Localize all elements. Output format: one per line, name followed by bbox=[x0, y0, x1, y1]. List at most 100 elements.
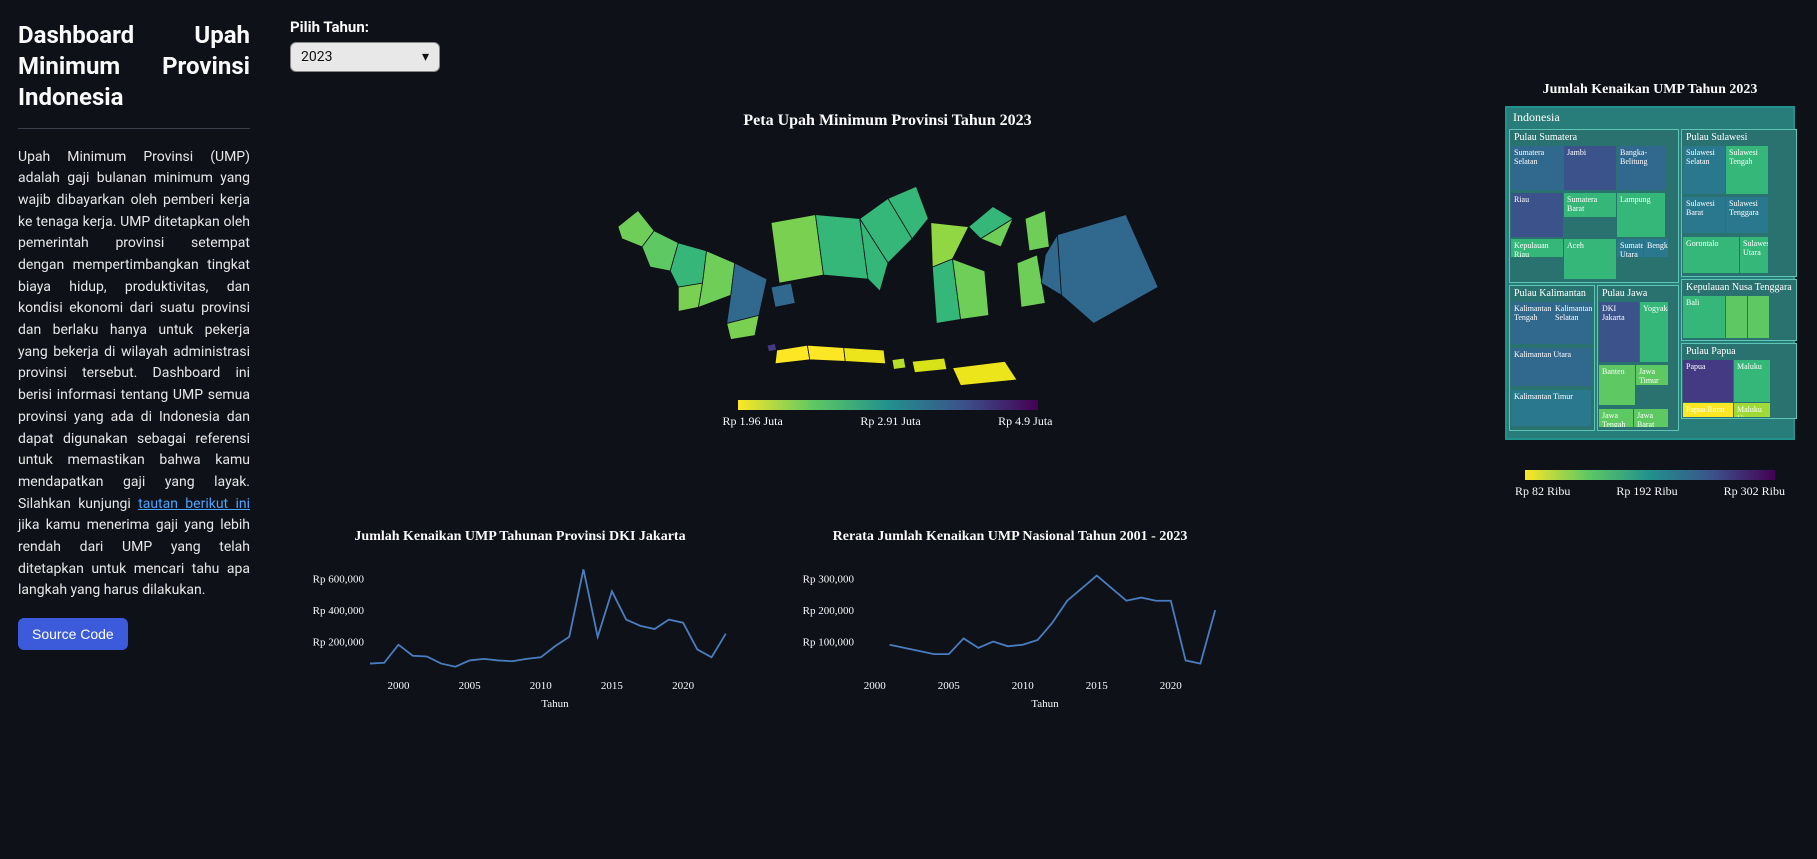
treemap-cell[interactable]: Jambi bbox=[1564, 146, 1616, 190]
y-tick-label: Rp 300,000 bbox=[803, 574, 855, 586]
treemap-group[interactable]: Pulau JawaDKI JakartaYogyakartaBantenJaw… bbox=[1597, 285, 1679, 431]
treemap-group[interactable]: Kepulauan Nusa TenggaraBali bbox=[1681, 279, 1797, 341]
treemap-group[interactable]: Pulau SulawesiSulawesi SelatanSulawesi T… bbox=[1681, 129, 1797, 277]
treemap-legend-bar bbox=[1525, 470, 1775, 480]
year-select-value: 2023 bbox=[301, 49, 332, 65]
y-tick-label: Rp 400,000 bbox=[313, 605, 365, 617]
year-select-label: Pilih Tahun: bbox=[290, 18, 1795, 36]
treemap-cell[interactable]: Jawa Tengah bbox=[1599, 409, 1633, 427]
treemap-cell[interactable]: Papua Barat bbox=[1683, 403, 1733, 417]
treemap-group-label: Kepulauan Nusa Tenggara bbox=[1682, 280, 1796, 295]
y-tick-label: Rp 100,000 bbox=[803, 637, 855, 649]
map-region-kalteng[interactable] bbox=[815, 215, 867, 280]
map-region-jateng[interactable] bbox=[807, 345, 845, 361]
treemap-cell[interactable] bbox=[1748, 296, 1769, 338]
x-tick-label: 2010 bbox=[530, 680, 553, 692]
map-legend-bar bbox=[738, 400, 1038, 410]
treemap-cell[interactable]: Maluku Utara bbox=[1734, 403, 1770, 417]
map-legend-labels: Rp 1.96 Juta Rp 2.91 Juta Rp 4.9 Juta bbox=[723, 414, 1053, 429]
line-chart-2-panel: Rerata Jumlah Kenaikan UMP Nasional Tahu… bbox=[780, 529, 1240, 718]
x-tick-label: 2005 bbox=[459, 680, 482, 692]
treemap-cell[interactable]: Sulawesi Tenggara bbox=[1726, 197, 1768, 233]
x-tick-label: 2005 bbox=[938, 680, 961, 692]
treemap-title: Jumlah Kenaikan UMP Tahun 2023 bbox=[1505, 82, 1795, 98]
map-region-ntb[interactable] bbox=[912, 358, 947, 373]
treemap-cell[interactable]: Sulawesi Barat bbox=[1683, 197, 1725, 233]
y-tick-label: Rp 200,000 bbox=[313, 637, 365, 649]
info-link[interactable]: tautan berikut ini bbox=[138, 496, 250, 512]
treemap-cell[interactable]: Sulawesi Utara bbox=[1740, 237, 1768, 273]
treemap-cell[interactable]: Riau bbox=[1511, 193, 1563, 237]
treemap-cell[interactable]: Sulawesi Tengah bbox=[1726, 146, 1768, 194]
line-chart-2-title: Rerata Jumlah Kenaikan UMP Nasional Tahu… bbox=[780, 529, 1240, 545]
treemap-cell[interactable]: DKI Jakarta bbox=[1599, 302, 1639, 362]
x-tick-label: 2010 bbox=[1012, 680, 1035, 692]
line-chart-1[interactable]: Rp 200,000 Rp 400,000 Rp 600,000 2000 2005 20… bbox=[290, 553, 750, 713]
line-series bbox=[890, 576, 1216, 664]
treemap-cell[interactable]: Kalimantan Utara bbox=[1511, 348, 1591, 386]
map-region-bali[interactable] bbox=[892, 358, 906, 369]
treemap-cell[interactable]: Sumatera Selatan bbox=[1511, 146, 1563, 190]
treemap-legend-labels: Rp 82 Ribu Rp 192 Ribu Rp 302 Ribu bbox=[1515, 484, 1785, 499]
treemap-group-label: Pulau Sumatera bbox=[1510, 130, 1678, 145]
treemap-cell[interactable]: Kalimantan Selatan bbox=[1552, 302, 1592, 344]
divider bbox=[18, 128, 250, 129]
treemap-cell[interactable]: Kalimantan Tengah bbox=[1511, 302, 1551, 344]
map-region-sulteng[interactable] bbox=[930, 223, 968, 267]
treemap-group-label: Pulau Kalimantan bbox=[1510, 286, 1594, 301]
treemap-cell[interactable]: Papua bbox=[1683, 360, 1733, 402]
description-pre: Upah Minimum Provinsi (UMP) adalah gaji … bbox=[18, 149, 250, 512]
treemap-cell[interactable]: Aceh bbox=[1564, 239, 1616, 279]
map-legend-max: Rp 4.9 Juta bbox=[998, 414, 1052, 429]
treemap-cell[interactable]: Maluku bbox=[1734, 360, 1770, 402]
treemap-group[interactable]: Pulau KalimantanKalimantan TengahKaliman… bbox=[1509, 285, 1595, 431]
treemap-cell[interactable]: Lampung bbox=[1617, 193, 1665, 237]
treemap-cell[interactable]: Sumatera Barat bbox=[1564, 193, 1616, 217]
map-region-jabar[interactable] bbox=[775, 345, 810, 364]
treemap-cell[interactable]: Gorontalo bbox=[1683, 237, 1739, 273]
treemap-group[interactable]: Pulau SumateraSumatera SelatanJambiBangk… bbox=[1509, 129, 1679, 283]
description-post: jika kamu menerima gaji yang lebih renda… bbox=[18, 517, 250, 598]
year-select[interactable]: 2023 ▾ bbox=[290, 42, 440, 72]
treemap-group[interactable]: Pulau PapuaPapuaMalukuPapua BaratMaluku … bbox=[1681, 343, 1797, 419]
treemap-cell[interactable]: Yogyakarta bbox=[1640, 302, 1668, 362]
treemap-cell[interactable]: Bali bbox=[1683, 296, 1725, 338]
treemap-cell[interactable]: Jawa Barat bbox=[1634, 409, 1668, 427]
map-region-ntt[interactable] bbox=[952, 361, 1017, 385]
line-series bbox=[370, 569, 726, 666]
x-tick-label: 2015 bbox=[1086, 680, 1109, 692]
treemap-cell[interactable]: Kepulauan Riau bbox=[1511, 239, 1563, 257]
main-content: Pilih Tahun: 2023 ▾ Peta Upah Minimum Pr… bbox=[268, 0, 1817, 859]
map-region-papua[interactable] bbox=[1057, 215, 1158, 324]
x-axis-label: Tahun bbox=[1031, 698, 1059, 710]
line-chart-2[interactable]: Rp 100,000Rp 200,000Rp 300,0002000200520… bbox=[780, 553, 1240, 713]
x-tick-label: 2000 bbox=[387, 680, 410, 692]
y-tick-label: Rp 600,000 bbox=[313, 574, 365, 586]
treemap-cell[interactable]: Bengkulu bbox=[1644, 239, 1668, 257]
treemap-root-label: Indonesia bbox=[1507, 108, 1793, 127]
treemap-cell[interactable]: Bangka-Belitung bbox=[1617, 146, 1665, 190]
map-region-kalbar[interactable] bbox=[771, 215, 823, 284]
map-region-jakarta[interactable] bbox=[767, 344, 777, 352]
chevron-down-icon: ▾ bbox=[422, 49, 429, 65]
treemap-cell[interactable]: Sumatera Utara bbox=[1617, 239, 1643, 257]
x-tick-label: 2020 bbox=[672, 680, 695, 692]
map-region-maluku[interactable] bbox=[1017, 255, 1045, 307]
source-code-button[interactable]: Source Code bbox=[18, 618, 128, 650]
line-chart-1-title: Jumlah Kenaikan UMP Tahunan Provinsi DKI… bbox=[290, 529, 750, 545]
treemap-cell[interactable]: Banten bbox=[1599, 365, 1635, 405]
x-axis-label: Tahun bbox=[541, 698, 569, 710]
choropleth-map[interactable] bbox=[568, 142, 1208, 392]
map-legend-min: Rp 1.96 Juta bbox=[723, 414, 783, 429]
treemap-cell[interactable]: Kalimantan Timur bbox=[1511, 390, 1591, 426]
map-region-jatim[interactable] bbox=[843, 348, 885, 364]
treemap-cell[interactable]: Jawa Timur bbox=[1636, 365, 1668, 385]
treemap[interactable]: Indonesia Pulau SumateraSumatera Selatan… bbox=[1505, 106, 1795, 440]
x-tick-label: 2015 bbox=[601, 680, 624, 692]
y-tick-label: Rp 200,000 bbox=[803, 605, 855, 617]
map-title: Peta Upah Minimum Provinsi Tahun 2023 bbox=[290, 112, 1485, 130]
treemap-cell[interactable]: Sulawesi Selatan bbox=[1683, 146, 1725, 194]
map-region-babel[interactable] bbox=[771, 283, 795, 307]
map-region-malut[interactable] bbox=[1025, 211, 1049, 251]
treemap-cell[interactable] bbox=[1726, 296, 1747, 338]
